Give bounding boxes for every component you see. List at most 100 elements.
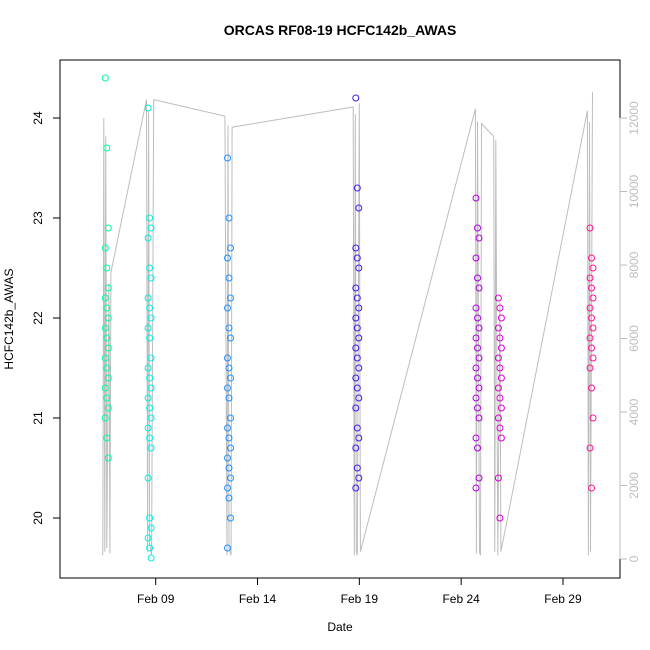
y-tick-label: 23 <box>31 211 45 225</box>
data-point <box>472 484 480 492</box>
data-point <box>588 484 595 492</box>
data-point <box>496 364 504 372</box>
data-point <box>144 324 152 332</box>
plot-frame <box>59 59 621 579</box>
data-point <box>224 384 231 392</box>
data-point <box>147 314 155 322</box>
data-point <box>147 224 155 232</box>
data-point <box>147 414 155 422</box>
data-point <box>224 454 231 462</box>
data-point <box>496 334 504 342</box>
data-point <box>101 294 109 302</box>
data-point <box>224 424 231 432</box>
data-point <box>474 314 481 322</box>
data-point <box>227 244 234 252</box>
data-point <box>475 234 483 242</box>
data-point <box>146 514 154 522</box>
x-tick-label: Feb 29 <box>544 592 582 606</box>
data-point <box>355 204 363 212</box>
data-point <box>144 394 152 402</box>
data-point <box>101 244 109 252</box>
x-axis-label: Date <box>327 620 353 634</box>
data-point <box>588 254 595 262</box>
data-point <box>147 274 155 282</box>
data-point <box>352 244 360 252</box>
data-point <box>224 354 231 362</box>
data-point <box>146 214 154 222</box>
y2-tick-label: 8000 <box>627 251 641 278</box>
data-point <box>472 304 480 312</box>
data-point <box>588 284 595 292</box>
data-point <box>147 354 155 362</box>
data-point <box>146 404 154 412</box>
data-point <box>496 304 504 312</box>
data-point <box>355 364 363 372</box>
data-point <box>474 274 481 282</box>
data-point <box>103 144 111 152</box>
data-point <box>144 234 152 242</box>
data-point <box>475 384 483 392</box>
data-point <box>588 344 595 352</box>
y2-tick-label: 6000 <box>627 325 641 352</box>
data-point <box>586 224 594 232</box>
data-point <box>146 264 154 272</box>
data-point <box>225 394 233 402</box>
data-point <box>101 74 109 82</box>
data-point <box>103 434 111 442</box>
data-point <box>227 414 234 422</box>
y2-tick-label: 10000 <box>627 174 641 208</box>
data-point <box>225 364 233 372</box>
data-point <box>352 284 360 292</box>
data-point <box>144 474 152 482</box>
data-point <box>497 404 505 412</box>
data-point <box>225 464 233 472</box>
data-point <box>147 554 155 562</box>
data-point <box>352 314 360 322</box>
data-point <box>475 414 483 422</box>
axes-layer: Feb 09 Feb 14 Feb 19 Feb 24 Feb 29 20 21 22 23 24… <box>31 101 641 606</box>
data-point <box>101 384 109 392</box>
data-point <box>588 314 595 322</box>
x-tick-label: Feb 24 <box>442 592 480 606</box>
data-point <box>353 294 361 302</box>
data-point <box>101 354 109 362</box>
y-axis-label: HCFC142b_AWAS <box>2 268 16 369</box>
data-point <box>497 344 505 352</box>
data-point <box>353 354 361 362</box>
data-point <box>353 464 361 472</box>
data-point <box>355 474 363 482</box>
data-point <box>586 304 594 312</box>
data-point <box>224 154 231 162</box>
data-point <box>353 324 361 332</box>
altitude-line <box>102 92 593 556</box>
data-point <box>147 444 155 452</box>
data-point <box>146 544 154 552</box>
data-point <box>472 194 480 202</box>
data-point <box>472 334 480 342</box>
data-point <box>144 534 152 542</box>
data-point <box>353 424 361 432</box>
data-point <box>474 344 481 352</box>
data-point <box>589 294 597 302</box>
points-layer <box>101 74 597 562</box>
data-point <box>355 264 363 272</box>
data-point <box>474 404 481 412</box>
data-point <box>352 484 360 492</box>
y2-tick-label: 0 <box>627 555 641 562</box>
data-point <box>497 374 505 382</box>
data-point <box>494 474 502 482</box>
y2-tick-label: 2000 <box>627 472 641 499</box>
data-point <box>352 344 360 352</box>
data-point <box>352 94 360 102</box>
data-point <box>494 414 502 422</box>
data-point <box>474 444 481 452</box>
data-point <box>104 374 112 382</box>
data-point <box>104 224 112 232</box>
y2-tick-label: 4000 <box>627 398 641 425</box>
data-point <box>147 384 155 392</box>
data-point <box>355 304 363 312</box>
data-point <box>227 444 234 452</box>
data-point <box>103 394 111 402</box>
data-point <box>104 284 112 292</box>
data-point <box>101 414 109 422</box>
